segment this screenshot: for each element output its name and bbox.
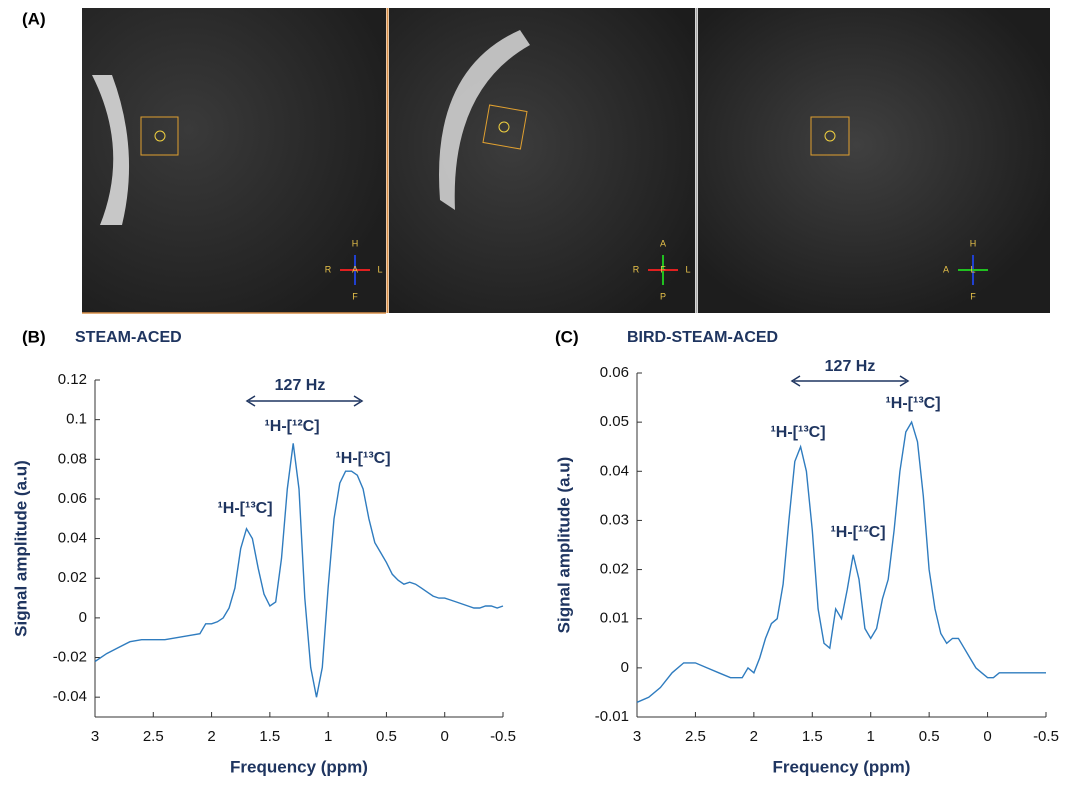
mri-bright-edge: [439, 30, 530, 210]
orientation-label: L: [970, 264, 975, 274]
x-tick-label: 0: [983, 728, 991, 745]
x-tick-label: 3: [91, 728, 99, 745]
arrow-head: [245, 395, 364, 407]
spectrum-line: [94, 443, 504, 698]
x-tick-label: 2.5: [685, 728, 706, 745]
y-tick-label: 0.05: [600, 413, 629, 430]
x-axis-label: Frequency (ppm): [230, 757, 368, 776]
peak-annotation: 127 Hz: [275, 377, 326, 394]
y-tick-label: 0: [79, 609, 87, 626]
y-tick-label: 0.04: [58, 530, 87, 547]
peak-annotation: ¹H-[¹²C]: [264, 418, 319, 435]
chart-title: BIRD-STEAM-ACED: [627, 329, 778, 346]
orientation-label: R: [325, 264, 332, 274]
mri-view: [389, 8, 695, 313]
y-tick-label: 0.1: [66, 411, 87, 428]
y-tick-label: -0.04: [53, 688, 87, 705]
voxel: [140, 104, 850, 156]
y-tick-label: 0.03: [600, 511, 629, 528]
x-tick-label: -0.5: [490, 728, 516, 745]
y-tick-label: 0.02: [58, 569, 87, 586]
spectrum-line: [636, 420, 1046, 703]
x-tick-label: 0.5: [919, 728, 940, 745]
y-axis-label: Signal amplitude (a.u): [11, 460, 30, 637]
peak-annotation: ¹H-[¹³C]: [335, 450, 390, 467]
orientation-label: R: [633, 264, 640, 274]
orientation-label: H: [970, 238, 977, 248]
panel-label: (A): [22, 9, 46, 28]
chart-title: STEAM-ACED: [75, 329, 182, 346]
mri-view: [698, 8, 1050, 313]
panel-label: (C): [555, 327, 579, 346]
x-tick-label: 0: [441, 728, 449, 745]
y-tick-label: 0: [621, 659, 629, 676]
y-tick-label: 0.04: [600, 462, 629, 479]
x-tick-label: 3: [633, 728, 641, 745]
x-tick-label: 2: [750, 728, 758, 745]
peak-annotation: 127 Hz: [825, 358, 876, 375]
x-tick-label: 2.5: [143, 728, 164, 745]
orientation-label: F: [660, 264, 666, 274]
panel-label: (B): [22, 327, 46, 346]
x-tick-label: 0.5: [376, 728, 397, 745]
y-axis-label: Signal amplitude (a.u): [554, 457, 573, 634]
mri-view: [82, 8, 386, 313]
x-tick-label: 2: [207, 728, 215, 745]
peak-annotation: ¹H-[¹³C]: [770, 424, 825, 441]
x-tick-label: 1.5: [259, 728, 280, 745]
y-tick-label: -0.02: [53, 648, 87, 665]
x-tick-label: 1: [324, 728, 332, 745]
orientation-label: L: [685, 264, 690, 274]
x-axis-label: Frequency (ppm): [773, 757, 911, 776]
orientation-label: F: [352, 291, 358, 301]
y-tick-label: 0.06: [600, 364, 629, 381]
x-tick-label: 1.5: [802, 728, 823, 745]
orientation-label: A: [943, 264, 949, 274]
orientation-label: F: [970, 291, 976, 301]
orientation-label: L: [377, 264, 382, 274]
y-tick-label: 0.12: [58, 371, 87, 388]
y-tick-label: 0.01: [600, 610, 629, 627]
arrow-head: [790, 375, 910, 387]
orientation-label: P: [660, 291, 666, 301]
y-tick-label: -0.01: [595, 708, 629, 725]
orientation-label: A: [352, 264, 358, 274]
mri-bright-edge: [92, 75, 130, 225]
x-tick-label: 1: [867, 728, 875, 745]
peak-annotation: ¹H-[¹³C]: [217, 500, 272, 517]
orientation-label: A: [660, 238, 666, 248]
y-tick-label: 0.08: [58, 450, 87, 467]
peak-annotation: ¹H-[¹²C]: [830, 524, 885, 541]
peak-annotation: ¹H-[¹³C]: [885, 395, 940, 412]
y-tick-label: 0.02: [600, 561, 629, 578]
y-tick-label: 0.06: [58, 490, 87, 507]
orientation-label: H: [352, 238, 359, 248]
x-tick-label: -0.5: [1033, 728, 1059, 745]
